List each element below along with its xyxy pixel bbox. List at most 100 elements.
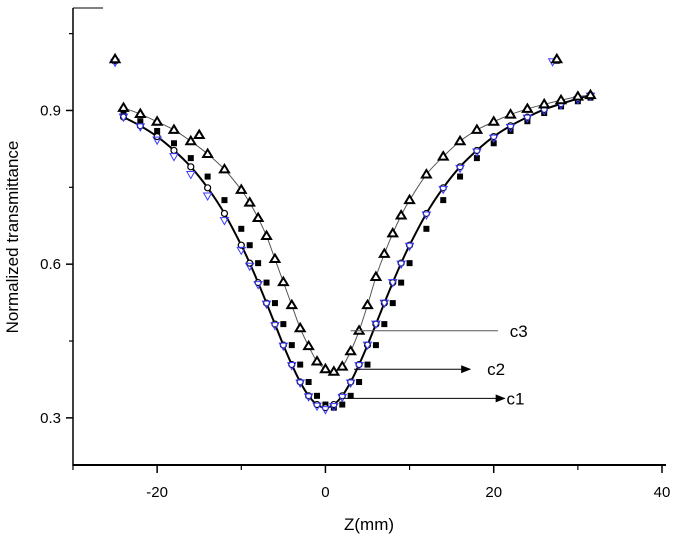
square-point xyxy=(423,225,430,232)
up-triangle-point xyxy=(218,162,231,174)
up-triangle-point xyxy=(117,101,130,112)
square-point xyxy=(221,197,228,204)
up-triangle-point xyxy=(108,52,122,64)
data-points xyxy=(108,52,597,415)
up-triangle-point xyxy=(327,365,341,376)
up-triangle-point xyxy=(134,107,147,119)
up-triangle-point xyxy=(352,324,366,335)
square-point xyxy=(372,342,379,349)
up-triangle-point xyxy=(361,298,374,310)
down-triangle-point xyxy=(135,123,146,132)
x-tick-label: -20 xyxy=(146,484,168,501)
down-triangle-point xyxy=(379,299,390,309)
up-triangle-point xyxy=(521,102,534,113)
x-axis-title: Z(mm) xyxy=(344,515,394,534)
circle-point xyxy=(204,184,212,192)
up-triangle-point xyxy=(302,339,315,351)
up-triangle-point xyxy=(319,362,332,374)
down-triangle-point xyxy=(328,403,339,412)
down-triangle-point xyxy=(286,362,297,371)
down-triangle-point xyxy=(253,281,263,290)
up-triangle-point xyxy=(554,93,568,105)
square-point xyxy=(356,379,363,386)
square-point xyxy=(347,392,354,399)
annotation-label-c3: c3 xyxy=(510,322,528,341)
down-triangle-point xyxy=(354,362,364,371)
down-triangle-point xyxy=(202,192,213,202)
up-triangle-point xyxy=(150,115,164,126)
down-triangle-point xyxy=(185,171,196,180)
square-point xyxy=(246,242,253,249)
down-triangle-point xyxy=(438,185,449,195)
up-triangle-point xyxy=(335,360,349,371)
down-triangle-point xyxy=(522,114,533,124)
square-point xyxy=(305,379,312,386)
y-tick-label: 0.9 xyxy=(40,102,61,119)
square-point xyxy=(457,173,464,180)
square-point xyxy=(339,401,346,408)
up-triangle-point xyxy=(420,168,433,179)
square-point xyxy=(120,110,127,117)
down-triangle-point xyxy=(320,406,331,415)
up-triangle-point xyxy=(453,134,467,146)
up-triangle-point xyxy=(293,321,307,333)
up-triangle-point xyxy=(487,115,500,126)
square-point xyxy=(238,225,245,232)
square-point xyxy=(280,321,287,328)
square-point xyxy=(271,300,278,307)
up-triangle-point xyxy=(184,134,198,146)
up-triangle-point xyxy=(550,52,564,64)
x-tick-label: 0 xyxy=(321,484,329,501)
down-triangle-point xyxy=(261,300,272,310)
up-triangle-point xyxy=(378,247,391,258)
down-triangle-point xyxy=(219,217,230,226)
up-triangle-point xyxy=(167,123,181,134)
down-triangle-point xyxy=(362,341,373,351)
down-triangle-point xyxy=(278,342,289,352)
up-triangle-point xyxy=(192,128,206,140)
square-point xyxy=(490,140,497,147)
up-triangle-point xyxy=(260,229,273,240)
square-point xyxy=(440,197,447,204)
square-point xyxy=(297,361,304,368)
up-triangle-point xyxy=(344,344,357,356)
down-triangle-point xyxy=(421,211,432,220)
square-point xyxy=(204,173,211,180)
up-triangle-point xyxy=(285,298,299,310)
up-triangle-point xyxy=(584,88,597,100)
x-tick-label: 40 xyxy=(654,484,671,501)
square-point xyxy=(381,321,388,328)
up-triangle-point xyxy=(394,209,408,220)
up-triangle-point xyxy=(243,196,256,207)
down-triangle-point xyxy=(169,153,179,162)
up-triangle-point xyxy=(310,355,324,366)
up-triangle-point xyxy=(537,97,551,109)
down-triangle-point xyxy=(396,260,407,270)
up-triangle-point xyxy=(251,211,265,223)
down-triangle-point xyxy=(455,164,465,174)
up-triangle-point xyxy=(268,252,282,264)
down-triangle-point xyxy=(270,322,280,331)
square-point xyxy=(187,155,194,162)
x-tick-label: 20 xyxy=(485,484,502,501)
up-triangle-point xyxy=(571,90,585,101)
down-triangle-point xyxy=(337,393,348,403)
square-point xyxy=(288,342,295,349)
down-triangle-point xyxy=(236,246,247,256)
down-triangle-point xyxy=(152,136,163,146)
square-point xyxy=(406,260,413,267)
down-triangle-point xyxy=(295,379,306,389)
square-point xyxy=(314,392,321,399)
down-triangle-point xyxy=(371,320,381,330)
down-triangle-point xyxy=(488,134,499,144)
axes: -20 0 20 40 0.3 0.6 0.9 xyxy=(40,7,671,501)
circle-point xyxy=(237,241,245,249)
up-triangle-point xyxy=(470,123,484,134)
up-triangle-point xyxy=(403,193,416,205)
square-point xyxy=(137,118,144,125)
square-point xyxy=(255,260,262,267)
up-triangle-point xyxy=(386,226,400,238)
down-triangle-point xyxy=(404,242,415,252)
